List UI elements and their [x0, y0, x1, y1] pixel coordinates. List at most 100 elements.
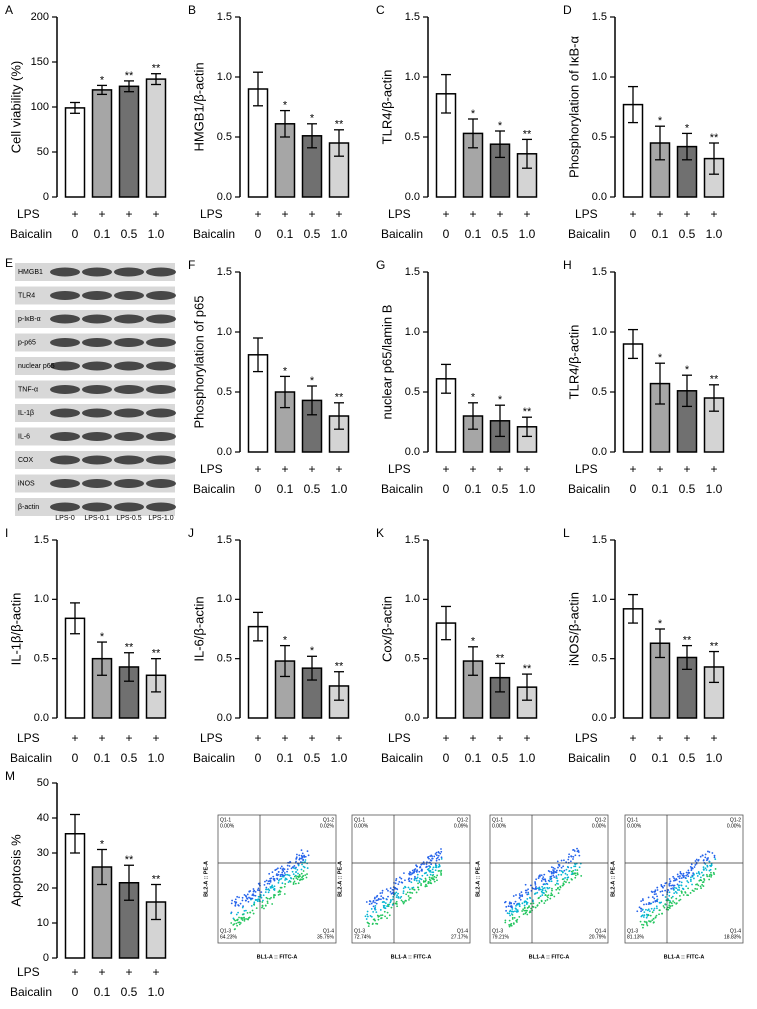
significance: ** — [125, 854, 134, 866]
flow-event — [376, 923, 379, 925]
flow-event — [560, 870, 563, 872]
flow-event — [545, 890, 548, 893]
blot-band — [50, 338, 80, 347]
flow-event — [661, 890, 664, 893]
significance: * — [471, 392, 476, 404]
y-tick-label: 1.0 — [592, 593, 607, 605]
flow-event — [304, 874, 307, 877]
x-tick-label: 1.0 — [331, 227, 348, 241]
lps-sign: + — [254, 731, 261, 745]
blot-band — [114, 338, 144, 347]
bar — [118, 85, 140, 198]
flow-event — [383, 910, 386, 913]
flow-event — [421, 862, 424, 865]
y-tick-label: 30 — [37, 847, 49, 859]
flow-event — [708, 851, 711, 853]
flow-event — [538, 902, 541, 904]
flow-event — [710, 874, 713, 876]
blot-band — [82, 385, 112, 394]
flow-event — [526, 909, 528, 912]
flow-event — [419, 866, 422, 868]
flow-event — [243, 918, 246, 921]
lps-sign: + — [683, 731, 690, 745]
flow-event — [440, 858, 443, 860]
flow-event — [425, 879, 427, 881]
flow-event — [425, 883, 427, 886]
flow-event — [689, 892, 692, 894]
significance: * — [471, 636, 476, 648]
flow-event — [576, 869, 579, 872]
flow-event — [244, 894, 247, 897]
flow-event — [426, 874, 429, 877]
error-bar — [124, 80, 134, 93]
flow-event — [260, 896, 263, 899]
flow-event — [437, 850, 440, 853]
flow-event — [375, 911, 378, 914]
error-bar — [655, 628, 665, 659]
flow-event — [574, 869, 577, 871]
flow-event — [432, 871, 435, 874]
flow-event — [428, 869, 430, 872]
flow-event — [283, 868, 286, 871]
flow-event — [382, 897, 385, 900]
protein-label: COX — [18, 457, 34, 464]
lps-sign: + — [656, 731, 663, 745]
flow-event — [663, 884, 666, 887]
flow-event — [389, 887, 392, 890]
flow-event — [306, 873, 308, 875]
y-tick-label: 100 — [31, 101, 49, 113]
flow-event — [541, 894, 544, 896]
quadrant-percent: 72.74% — [354, 934, 372, 940]
y-tick-label: 1.0 — [405, 326, 420, 338]
flow-event — [254, 890, 257, 893]
flow-event — [567, 856, 570, 858]
lps-sign: + — [125, 207, 132, 221]
flow-event — [252, 912, 255, 915]
flow-event — [541, 877, 544, 880]
flow-event — [529, 896, 531, 899]
flow-event — [509, 914, 511, 917]
flow-event — [705, 859, 708, 862]
protein-label: IL-6 — [18, 433, 30, 440]
flow-event — [671, 895, 674, 898]
y-tick-label: 0.5 — [405, 653, 420, 665]
flow-event — [411, 892, 414, 894]
lps-sign: + — [683, 462, 690, 476]
flow-event — [379, 909, 382, 911]
protein-label: TNF-α — [18, 386, 38, 393]
row-label: LPS — [200, 731, 223, 745]
error-bar — [628, 85, 638, 124]
error-bar — [253, 611, 263, 642]
flow-event — [434, 869, 437, 872]
flow-event — [670, 887, 673, 890]
flow-event — [242, 913, 245, 916]
flow-event — [572, 869, 575, 872]
flow-event — [233, 923, 236, 925]
flow-event — [699, 885, 702, 888]
flow-event — [550, 892, 553, 895]
flow-event — [407, 886, 410, 889]
flow-event — [697, 859, 700, 862]
flow-event — [713, 856, 716, 859]
flow-event — [649, 902, 652, 905]
flow-event — [260, 891, 263, 894]
y-tick-label: 0.0 — [217, 191, 232, 203]
quadrant-name: Q1-3 — [354, 928, 365, 934]
flow-event — [675, 892, 678, 894]
flow-event — [544, 883, 546, 886]
y-tick-label: 20 — [37, 882, 49, 894]
flow-event — [668, 904, 671, 907]
protein-label: β-actin — [18, 504, 39, 511]
flow-event — [282, 874, 284, 877]
flow-event — [408, 872, 411, 875]
flow-event — [652, 901, 655, 904]
flow-event — [668, 878, 671, 880]
flow-event — [513, 902, 516, 905]
blot-band — [82, 291, 112, 300]
significance: ** — [710, 132, 719, 144]
flow-event — [526, 913, 529, 916]
flow-event — [559, 886, 562, 889]
flow-event — [296, 878, 299, 881]
flow-event — [699, 876, 702, 879]
flow-event — [299, 861, 302, 863]
